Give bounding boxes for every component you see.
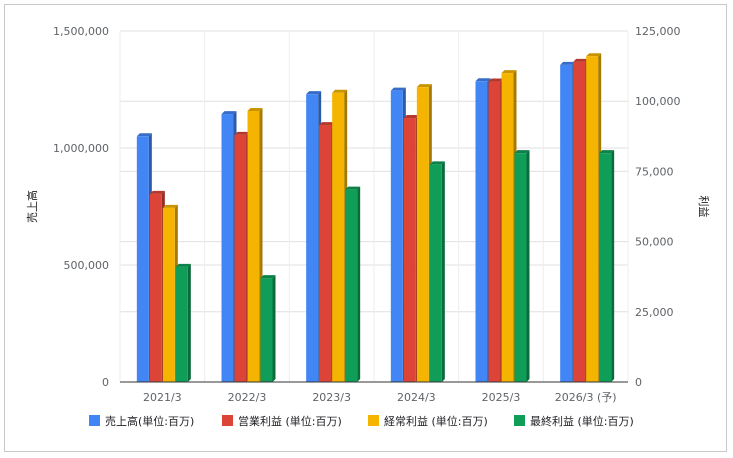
y2-tick-label: 0	[635, 376, 642, 389]
bar-top	[501, 70, 517, 74]
bar-top	[319, 122, 335, 126]
bar-top	[234, 131, 250, 135]
bar	[501, 73, 514, 383]
y-tick-label: 500,000	[64, 259, 110, 272]
bar	[475, 81, 488, 382]
bar	[332, 92, 345, 382]
bar-side	[526, 150, 530, 382]
x-tick-label: 2024/3	[397, 391, 436, 404]
bar-top	[149, 190, 165, 194]
bar	[429, 164, 442, 382]
x-tick-label: 2025/3	[482, 391, 521, 404]
x-tick-label: 2021/3	[143, 391, 182, 404]
bar-top	[306, 91, 322, 95]
y-tick-label: 0	[102, 376, 109, 389]
bar-top	[488, 78, 504, 82]
bar-side	[357, 186, 361, 382]
bar	[306, 94, 319, 383]
legend-label: 経常利益 (単位:百万)	[384, 414, 488, 428]
x-tick-label: 2022/3	[228, 391, 267, 404]
bars	[136, 53, 615, 383]
bar-top	[403, 115, 419, 119]
bar-top	[560, 61, 576, 65]
legend-label: 売上高(単位:百万)	[105, 414, 194, 428]
bar-side	[441, 161, 445, 382]
legend: 売上高(単位:百万) 営業利益 (単位:百万) 経常利益 (単位:百万) 最終利益 (…	[89, 414, 634, 428]
y2-tick-label: 125,000	[635, 25, 681, 38]
bar	[586, 56, 599, 382]
legend-swatch	[514, 415, 525, 426]
bar-top	[475, 78, 491, 82]
bar-side	[611, 150, 615, 382]
bar	[514, 153, 527, 382]
bar	[390, 90, 403, 383]
bar-top	[599, 150, 615, 154]
axes: 2021/3 2022/3 2023/3 2024/3 2025/3 2026/3 (予)…	[53, 25, 680, 404]
bar-top	[175, 263, 191, 267]
x-tick-label: 2026/3 (予)	[555, 391, 617, 404]
bar	[234, 134, 247, 382]
bar-top	[429, 161, 445, 165]
bar-top	[573, 58, 589, 62]
y-tick-label: 1,000,000	[53, 142, 109, 155]
bar	[599, 153, 612, 382]
x-tick-label: 2023/3	[312, 391, 351, 404]
bar	[573, 61, 586, 382]
y2-tick-label: 50,000	[635, 236, 674, 249]
bar-top	[332, 89, 348, 93]
bar-top	[136, 133, 152, 137]
bar	[403, 118, 416, 382]
legend-swatch	[368, 415, 379, 426]
y2-tick-label: 100,000	[635, 95, 681, 108]
bar	[560, 64, 573, 383]
bar	[175, 266, 188, 382]
legend-label: 最終利益 (単位:百万)	[530, 414, 634, 428]
bar-top	[221, 111, 237, 115]
bar	[149, 193, 162, 382]
y-tick-label: 1,500,000	[53, 25, 109, 38]
bar	[162, 207, 175, 382]
y2-axis-title: 利益	[697, 196, 711, 218]
bar	[345, 189, 358, 382]
bar-top	[514, 150, 530, 154]
bar	[488, 81, 501, 382]
bar	[260, 278, 273, 382]
bar-top	[260, 275, 276, 279]
y2-tick-label: 75,000	[635, 165, 674, 178]
bar	[247, 111, 260, 382]
bar-side	[187, 263, 191, 382]
bar-top	[586, 53, 602, 57]
bar-side	[272, 275, 276, 382]
bar	[416, 87, 429, 382]
bar-top	[345, 186, 361, 190]
legend-label: 営業利益 (単位:百万)	[238, 414, 342, 428]
bar-top	[416, 84, 432, 88]
y2-tick-label: 25,000	[635, 306, 674, 319]
bar	[221, 114, 234, 382]
bar-top	[390, 87, 406, 91]
legend-swatch	[89, 415, 100, 426]
bar	[136, 136, 149, 382]
legend-swatch	[222, 415, 233, 426]
gridlines	[119, 30, 629, 383]
bar	[319, 125, 332, 383]
bar-top	[162, 204, 178, 208]
y-axis-title: 売上高	[25, 190, 39, 223]
bar-top	[247, 108, 263, 112]
